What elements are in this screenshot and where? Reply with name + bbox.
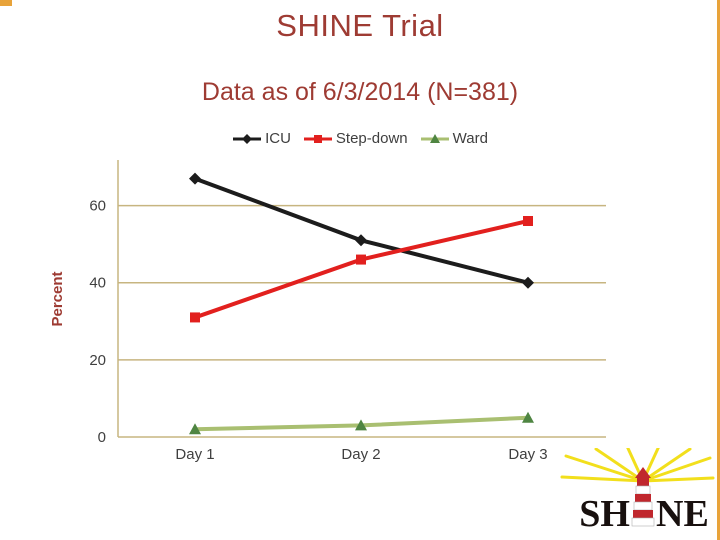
y-tick-label: 0 — [98, 429, 106, 446]
legend-label: Ward — [452, 130, 488, 147]
y-tick-label: 20 — [89, 352, 106, 369]
legend-label: Step-down — [335, 130, 408, 147]
legend-item-step-down: Step-down — [303, 130, 408, 147]
legend-label: ICU — [265, 130, 291, 147]
marker-triangle — [522, 411, 534, 423]
logo-text-left: SH — [579, 493, 630, 535]
chart-legend: ICU Step-down Ward — [0, 130, 720, 147]
marker-diamond — [522, 276, 534, 289]
slide-subtitle: Data as of 6/3/2014 (N=381) — [201, 78, 519, 106]
right-accent-border — [717, 0, 720, 540]
marker-square — [523, 216, 533, 226]
slide-title: SHINE Trial — [276, 8, 444, 43]
line-chart: 0 20 40 60 Day 1 Day 2 Day 3 — [60, 152, 620, 472]
legend-item-ward: Ward — [420, 130, 488, 147]
legend-marker-triangle-icon — [420, 133, 449, 143]
y-tick-label: 40 — [89, 275, 106, 292]
marker-diamond — [355, 234, 367, 247]
legend-item-icu: ICU — [232, 130, 291, 147]
y-axis-title: Percent — [49, 271, 66, 327]
lighthouse-rays-icon — [560, 442, 715, 483]
logo-text-right: NE — [656, 493, 709, 535]
marker-triangle — [189, 423, 201, 435]
y-tick-label: 60 — [89, 198, 106, 215]
marker-triangle — [355, 419, 367, 431]
marker-square — [190, 312, 200, 323]
marker-triangle — [429, 133, 440, 143]
x-tick-label: Day 3 — [508, 446, 547, 463]
x-tick-label: Day 1 — [175, 446, 214, 463]
marker-diamond — [242, 133, 253, 144]
corner-accent-bar — [0, 0, 12, 6]
marker-square — [313, 134, 322, 143]
lighthouse-icon — [631, 467, 655, 527]
shine-logo: SH NE — [558, 442, 716, 536]
chart-canvas: 0 20 40 60 Day 1 Day 2 Day 3 — [89, 160, 606, 463]
legend-marker-square-icon — [303, 134, 332, 143]
marker-square — [356, 254, 366, 265]
x-tick-label: Day 2 — [341, 446, 380, 463]
marker-diamond — [189, 172, 201, 185]
legend-marker-diamond-icon — [233, 133, 262, 144]
shine-logo-canvas: SH NE — [560, 442, 715, 535]
